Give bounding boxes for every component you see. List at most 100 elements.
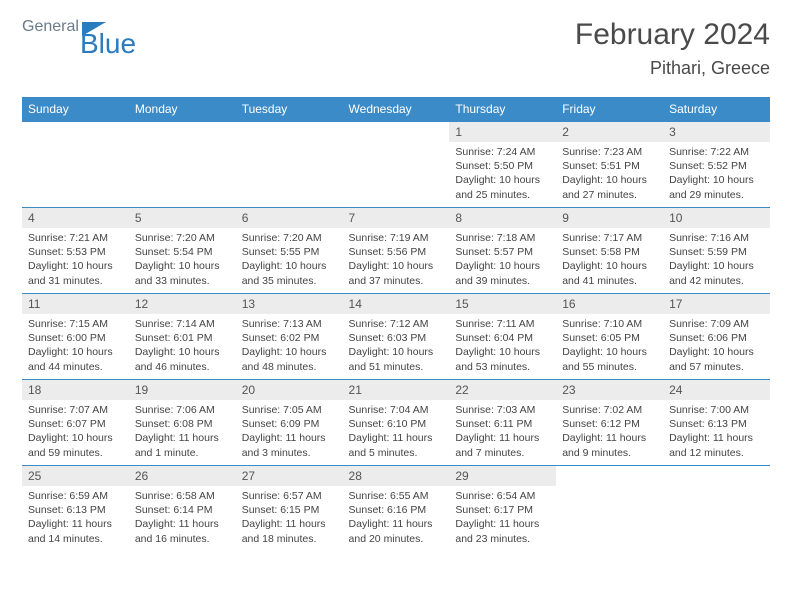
sunrise-text: Sunrise: 7:11 AM <box>455 317 550 331</box>
day-number: 18 <box>22 380 129 400</box>
day-number: 16 <box>556 294 663 314</box>
weekday-friday: Friday <box>556 97 663 122</box>
day-number: 15 <box>449 294 556 314</box>
daylight-text: Daylight: 11 hours and 14 minutes. <box>28 517 123 545</box>
week-row: 1Sunrise: 7:24 AMSunset: 5:50 PMDaylight… <box>22 122 770 208</box>
day-cell: 14Sunrise: 7:12 AMSunset: 6:03 PMDayligh… <box>343 294 450 380</box>
weekday-sunday: Sunday <box>22 97 129 122</box>
day-number: 28 <box>343 466 450 486</box>
day-cell: 22Sunrise: 7:03 AMSunset: 6:11 PMDayligh… <box>449 380 556 466</box>
daylight-text: Daylight: 10 hours and 31 minutes. <box>28 259 123 287</box>
daylight-text: Daylight: 10 hours and 44 minutes. <box>28 345 123 373</box>
daylight-text: Daylight: 11 hours and 18 minutes. <box>242 517 337 545</box>
day-cell: 12Sunrise: 7:14 AMSunset: 6:01 PMDayligh… <box>129 294 236 380</box>
day-details: Sunrise: 7:07 AMSunset: 6:07 PMDaylight:… <box>22 400 129 464</box>
day-cell <box>236 122 343 208</box>
day-cell: 21Sunrise: 7:04 AMSunset: 6:10 PMDayligh… <box>343 380 450 466</box>
calendar-table: Sunday Monday Tuesday Wednesday Thursday… <box>22 97 770 552</box>
daylight-text: Daylight: 10 hours and 48 minutes. <box>242 345 337 373</box>
day-number: 7 <box>343 208 450 228</box>
day-number: 22 <box>449 380 556 400</box>
sunset-text: Sunset: 6:13 PM <box>669 417 764 431</box>
daylight-text: Daylight: 10 hours and 51 minutes. <box>349 345 444 373</box>
day-details: Sunrise: 7:16 AMSunset: 5:59 PMDaylight:… <box>663 228 770 292</box>
logo-text-general: General <box>22 18 79 36</box>
day-cell: 7Sunrise: 7:19 AMSunset: 5:56 PMDaylight… <box>343 208 450 294</box>
day-details: Sunrise: 6:55 AMSunset: 6:16 PMDaylight:… <box>343 486 450 550</box>
sunrise-text: Sunrise: 7:20 AM <box>242 231 337 245</box>
daylight-text: Daylight: 11 hours and 23 minutes. <box>455 517 550 545</box>
day-details: Sunrise: 7:17 AMSunset: 5:58 PMDaylight:… <box>556 228 663 292</box>
sunset-text: Sunset: 6:08 PM <box>135 417 230 431</box>
week-row: 11Sunrise: 7:15 AMSunset: 6:00 PMDayligh… <box>22 294 770 380</box>
sunrise-text: Sunrise: 7:22 AM <box>669 145 764 159</box>
day-cell: 17Sunrise: 7:09 AMSunset: 6:06 PMDayligh… <box>663 294 770 380</box>
daylight-text: Daylight: 11 hours and 5 minutes. <box>349 431 444 459</box>
daylight-text: Daylight: 11 hours and 16 minutes. <box>135 517 230 545</box>
day-number: 6 <box>236 208 343 228</box>
sunrise-text: Sunrise: 7:17 AM <box>562 231 657 245</box>
day-details: Sunrise: 7:12 AMSunset: 6:03 PMDaylight:… <box>343 314 450 378</box>
daylight-text: Daylight: 10 hours and 41 minutes. <box>562 259 657 287</box>
day-details: Sunrise: 7:11 AMSunset: 6:04 PMDaylight:… <box>449 314 556 378</box>
day-number: 11 <box>22 294 129 314</box>
title-block: February 2024 Pithari, Greece <box>575 18 770 79</box>
day-cell: 23Sunrise: 7:02 AMSunset: 6:12 PMDayligh… <box>556 380 663 466</box>
logo-text-blue: Blue <box>80 28 136 60</box>
day-cell: 24Sunrise: 7:00 AMSunset: 6:13 PMDayligh… <box>663 380 770 466</box>
day-number: 13 <box>236 294 343 314</box>
sunrise-text: Sunrise: 7:16 AM <box>669 231 764 245</box>
sunset-text: Sunset: 6:03 PM <box>349 331 444 345</box>
day-cell <box>556 466 663 552</box>
sunrise-text: Sunrise: 7:04 AM <box>349 403 444 417</box>
day-cell: 3Sunrise: 7:22 AMSunset: 5:52 PMDaylight… <box>663 122 770 208</box>
day-number: 9 <box>556 208 663 228</box>
page-header: General Blue February 2024 Pithari, Gree… <box>22 18 770 79</box>
sunrise-text: Sunrise: 6:55 AM <box>349 489 444 503</box>
sunrise-text: Sunrise: 6:59 AM <box>28 489 123 503</box>
daylight-text: Daylight: 10 hours and 35 minutes. <box>242 259 337 287</box>
day-details: Sunrise: 7:00 AMSunset: 6:13 PMDaylight:… <box>663 400 770 464</box>
day-cell: 6Sunrise: 7:20 AMSunset: 5:55 PMDaylight… <box>236 208 343 294</box>
daylight-text: Daylight: 11 hours and 12 minutes. <box>669 431 764 459</box>
sunrise-text: Sunrise: 7:19 AM <box>349 231 444 245</box>
day-cell: 16Sunrise: 7:10 AMSunset: 6:05 PMDayligh… <box>556 294 663 380</box>
daylight-text: Daylight: 11 hours and 7 minutes. <box>455 431 550 459</box>
day-details: Sunrise: 6:58 AMSunset: 6:14 PMDaylight:… <box>129 486 236 550</box>
sunrise-text: Sunrise: 7:20 AM <box>135 231 230 245</box>
day-details: Sunrise: 7:18 AMSunset: 5:57 PMDaylight:… <box>449 228 556 292</box>
day-number: 14 <box>343 294 450 314</box>
day-cell: 11Sunrise: 7:15 AMSunset: 6:00 PMDayligh… <box>22 294 129 380</box>
sunset-text: Sunset: 5:55 PM <box>242 245 337 259</box>
sunrise-text: Sunrise: 7:14 AM <box>135 317 230 331</box>
daylight-text: Daylight: 10 hours and 42 minutes. <box>669 259 764 287</box>
day-cell: 26Sunrise: 6:58 AMSunset: 6:14 PMDayligh… <box>129 466 236 552</box>
sunset-text: Sunset: 5:57 PM <box>455 245 550 259</box>
day-details: Sunrise: 7:20 AMSunset: 5:55 PMDaylight:… <box>236 228 343 292</box>
sunrise-text: Sunrise: 7:05 AM <box>242 403 337 417</box>
sunset-text: Sunset: 6:13 PM <box>28 503 123 517</box>
sunset-text: Sunset: 5:51 PM <box>562 159 657 173</box>
month-title: February 2024 <box>575 18 770 52</box>
day-cell: 27Sunrise: 6:57 AMSunset: 6:15 PMDayligh… <box>236 466 343 552</box>
day-number: 1 <box>449 122 556 142</box>
sunset-text: Sunset: 5:56 PM <box>349 245 444 259</box>
day-cell <box>22 122 129 208</box>
day-details: Sunrise: 7:20 AMSunset: 5:54 PMDaylight:… <box>129 228 236 292</box>
day-details: Sunrise: 7:05 AMSunset: 6:09 PMDaylight:… <box>236 400 343 464</box>
day-details: Sunrise: 7:21 AMSunset: 5:53 PMDaylight:… <box>22 228 129 292</box>
day-cell <box>663 466 770 552</box>
sunset-text: Sunset: 6:11 PM <box>455 417 550 431</box>
sunrise-text: Sunrise: 7:15 AM <box>28 317 123 331</box>
sunrise-text: Sunrise: 6:58 AM <box>135 489 230 503</box>
sunset-text: Sunset: 6:16 PM <box>349 503 444 517</box>
day-details: Sunrise: 7:24 AMSunset: 5:50 PMDaylight:… <box>449 142 556 206</box>
sunset-text: Sunset: 5:59 PM <box>669 245 764 259</box>
day-cell: 4Sunrise: 7:21 AMSunset: 5:53 PMDaylight… <box>22 208 129 294</box>
day-number: 4 <box>22 208 129 228</box>
sunrise-text: Sunrise: 7:21 AM <box>28 231 123 245</box>
day-number: 8 <box>449 208 556 228</box>
sunset-text: Sunset: 6:04 PM <box>455 331 550 345</box>
day-number: 23 <box>556 380 663 400</box>
week-row: 4Sunrise: 7:21 AMSunset: 5:53 PMDaylight… <box>22 208 770 294</box>
